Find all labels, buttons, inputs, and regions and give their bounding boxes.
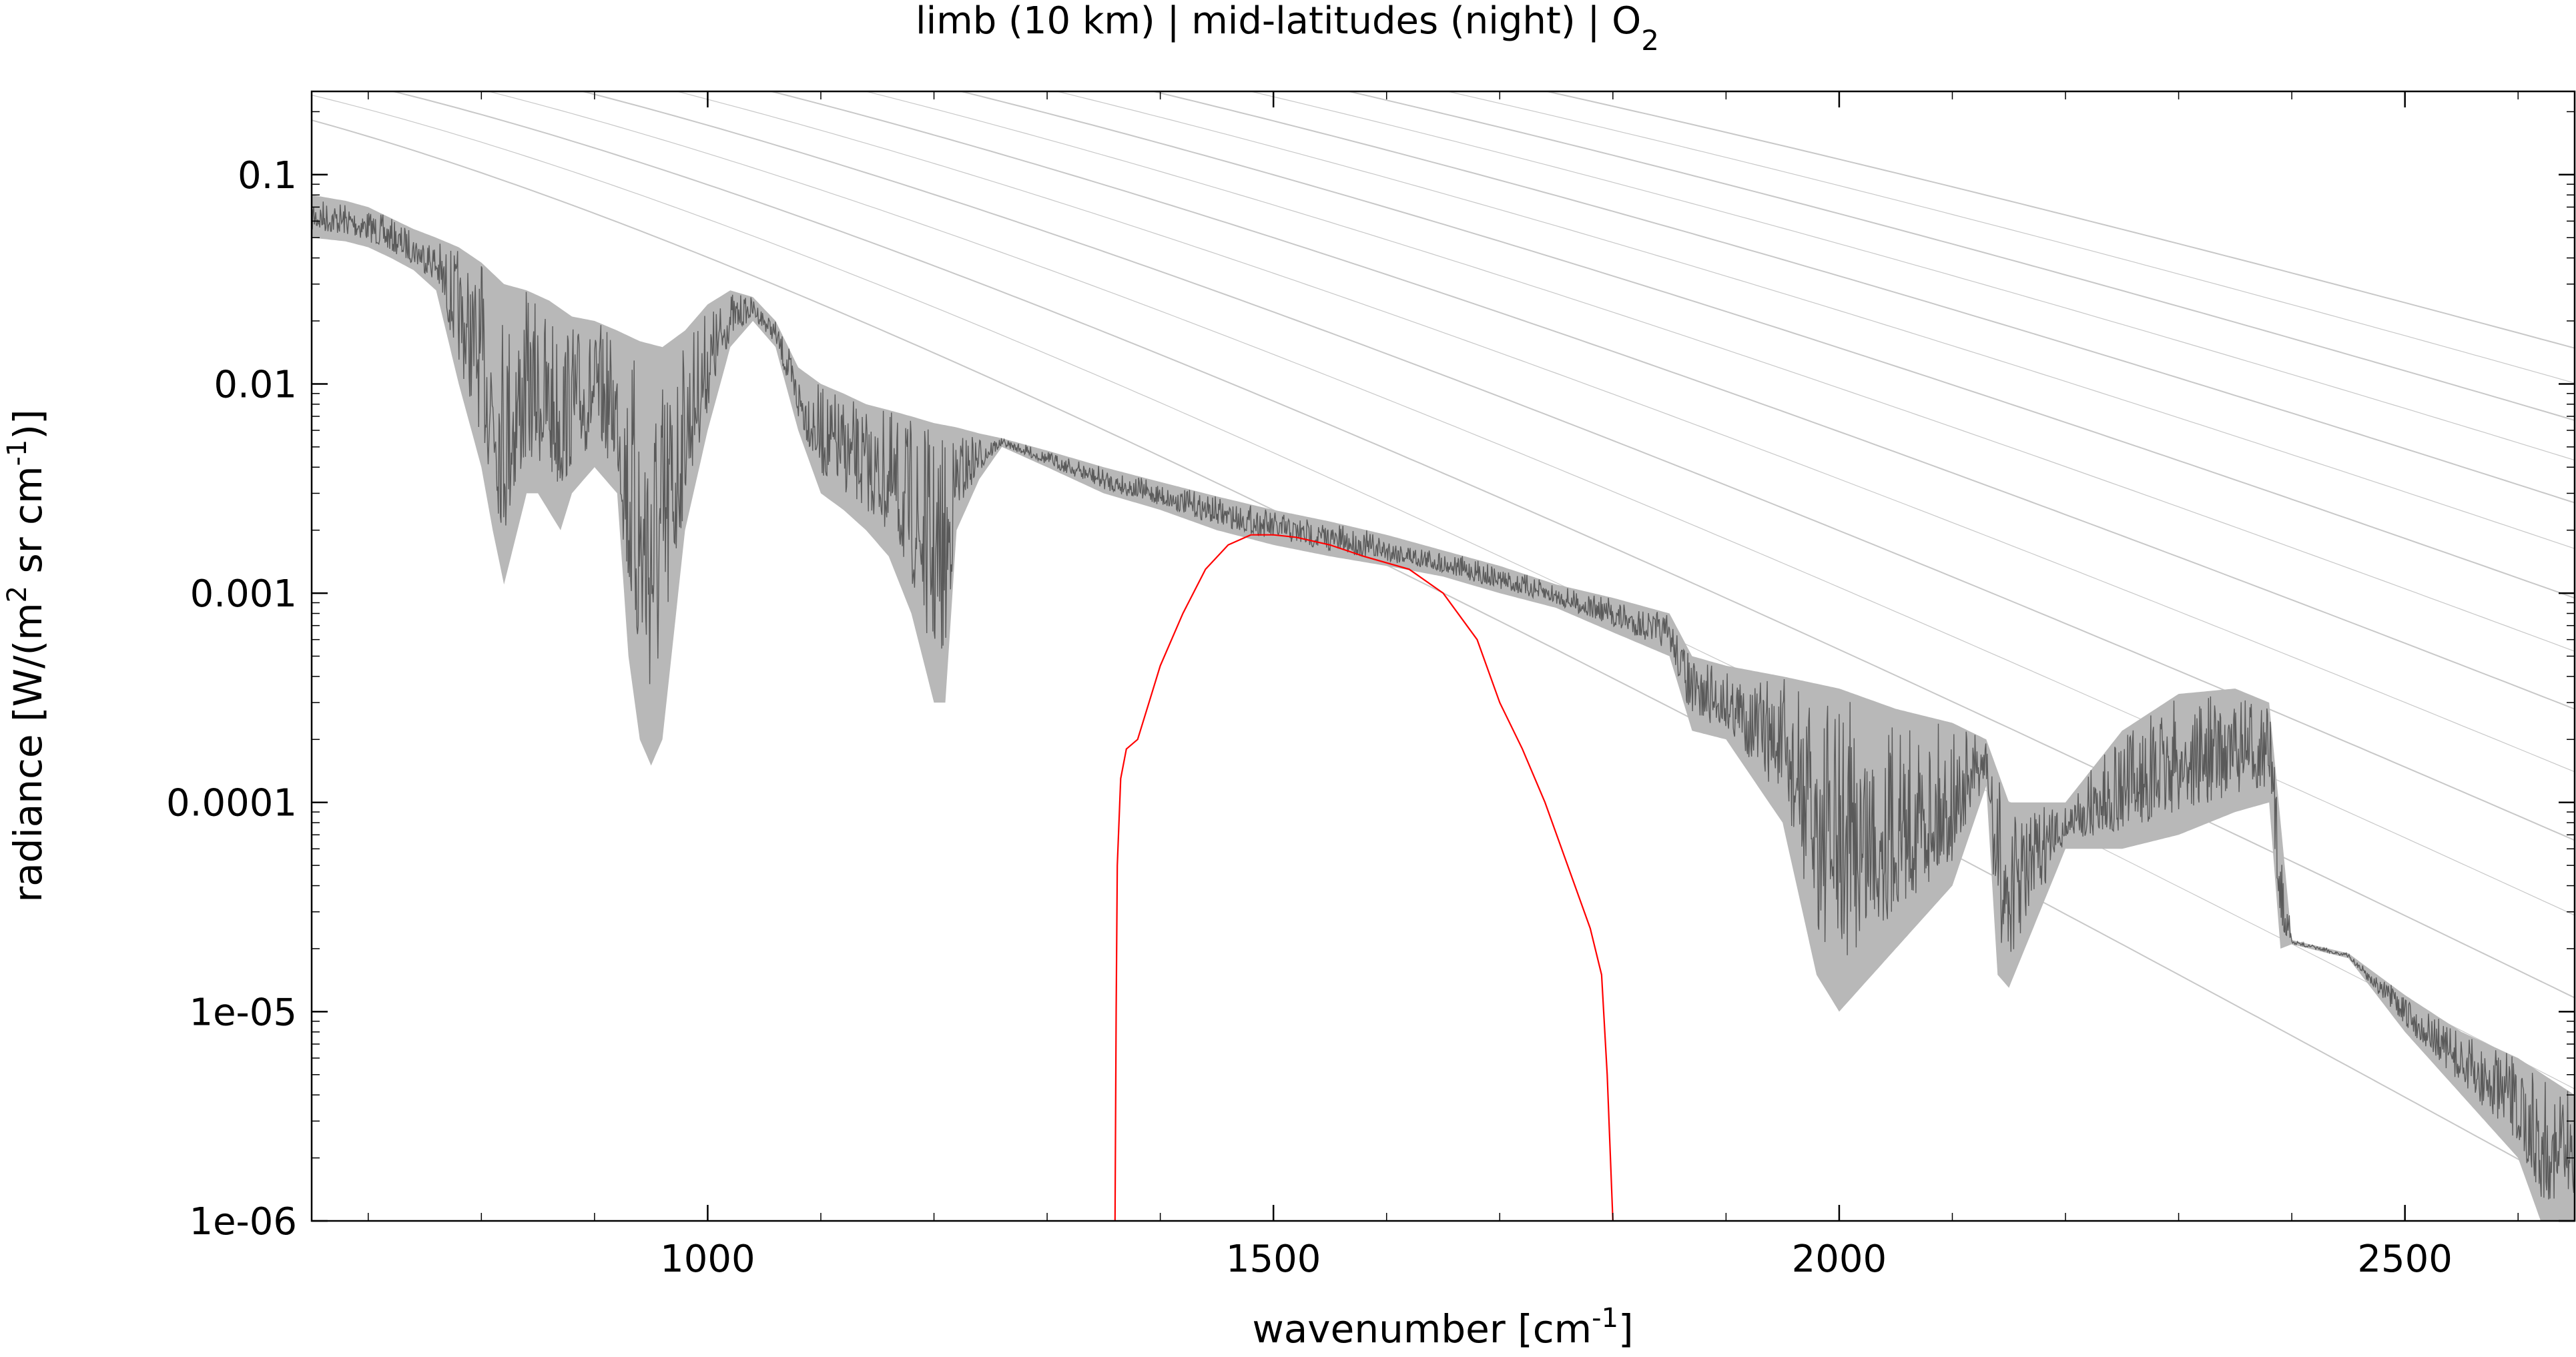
y-axis-title-superscript-2: -1 [2,440,33,466]
reference-curve-280K [1151,91,2575,504]
reference-curve-220K [580,91,2575,841]
x-axis-title-superscript: -1 [1592,1303,1618,1334]
reference-curve-240K [768,91,2575,710]
x-tick-label: 1500 [1226,1238,1321,1281]
filter-curve [1114,534,1614,1221]
x-tick-label: 2000 [1792,1238,1887,1281]
x-axis-title: wavenumber [cm-1] [1252,1303,1633,1352]
reference-curve-270K [1055,91,2575,549]
x-tick-label: 2500 [2357,1238,2453,1281]
y-tick-label: 0.01 [214,363,297,406]
reference-curve-290K [1249,91,2575,461]
reference-curves [312,91,2575,1191]
chart-title-subscript: 2 [1641,24,1659,57]
y-tick-label: 0.0001 [166,782,297,825]
reference-curve-190K [312,95,2575,1089]
y-tick-label: 1e-05 [189,991,297,1034]
y-axis-ticks: 0.1 0.01 0.001 0.0001 1e-05 1e-06 [166,111,2575,1244]
y-axis-title: radiance [W/(m2 sr cm-1)] [2,409,51,902]
x-tick-label: 1000 [660,1238,755,1281]
filter-function-line [1114,534,1614,1221]
reference-curve-250K [864,91,2575,652]
chart-title: limb (10 km) | mid-latitudes (night) | O… [916,0,1659,57]
y-tick-label: 0.001 [190,572,297,616]
spectrum-envelope-band [312,195,2575,1221]
reference-curve-300K [1345,91,2575,421]
radiance-spectrum [312,195,2575,1221]
reference-curve-320K [1544,91,2575,349]
y-axis-title-superscript-1: 2 [2,586,33,602]
spectrum-line [312,195,2575,1200]
x-axis-ticks: 1000 1500 2000 2500 [368,91,2519,1281]
reference-curve-310K [1445,91,2575,384]
reference-curve-260K [958,91,2575,599]
y-tick-label: 1e-06 [189,1200,297,1244]
y-tick-label: 0.1 [238,154,297,197]
reference-curve-230K [675,91,2575,773]
